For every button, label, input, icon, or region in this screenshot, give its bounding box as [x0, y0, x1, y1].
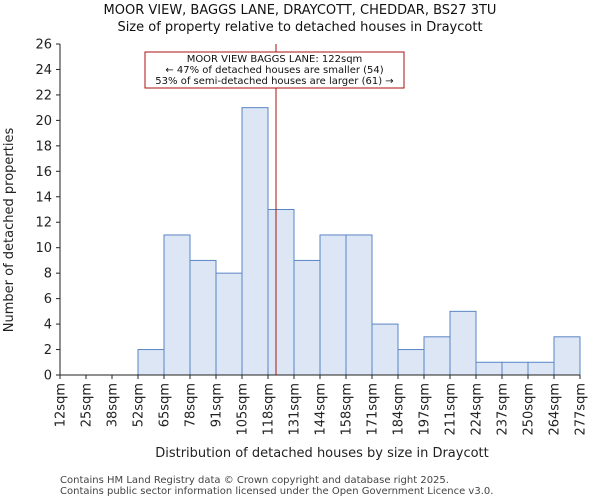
annotation-title: MOOR VIEW BAGGS LANE: 122sqm [187, 54, 363, 65]
x-tick-label: 211sqm [444, 383, 459, 436]
y-tick-label: 24 [35, 63, 52, 78]
bar-158sqm [345, 234, 373, 376]
bar-184sqm [397, 349, 425, 376]
bar-52sqm [137, 349, 165, 376]
y-tick-label: 22 [35, 88, 52, 103]
bars [137, 107, 581, 376]
y-tick-label: 2 [44, 343, 52, 358]
x-tick-label: 158sqm [340, 383, 355, 436]
x-tick-label: 78sqm [184, 383, 199, 427]
y-tick-label: 16 [35, 165, 52, 180]
y-tick-label: 0 [44, 369, 52, 384]
x-tick-label: 52sqm [132, 383, 147, 427]
x-tick-label: 25sqm [80, 383, 95, 427]
bar-250sqm [527, 361, 555, 376]
bar-211sqm [449, 310, 477, 376]
bar-197sqm [423, 336, 451, 376]
x-tick-label: 105sqm [236, 383, 251, 436]
bar-171sqm [371, 323, 399, 376]
x-tick-label: 250sqm [522, 383, 537, 436]
x-tick-label: 197sqm [418, 383, 433, 436]
y-tick-label: 10 [35, 241, 52, 256]
y-tick-label: 20 [35, 114, 52, 129]
x-tick-label: 277sqm [574, 383, 589, 436]
x-tick-label: 131sqm [288, 383, 303, 436]
annotation-box [144, 51, 405, 89]
footer-line-1: Contains HM Land Registry data © Crown c… [60, 475, 449, 486]
x-tick-label: 224sqm [470, 383, 485, 436]
x-axis-ticks: 12sqm 25sqm 38sqm 52sqm 65sqm 78sqm 91sqm 105sq… [54, 375, 589, 436]
bar-78sqm [189, 259, 217, 376]
bar-65sqm [163, 234, 191, 376]
x-tick-label: 12sqm [54, 383, 69, 427]
y-tick-label: 12 [35, 216, 52, 231]
y-tick-label: 4 [44, 318, 52, 333]
bar-237sqm [501, 361, 529, 376]
bar-224sqm [475, 361, 503, 376]
x-tick-label: 237sqm [496, 383, 511, 436]
y-tick-label: 8 [44, 267, 52, 282]
bar-118sqm [267, 209, 295, 376]
x-tick-label: 91sqm [210, 383, 225, 427]
x-tick-label: 184sqm [392, 383, 407, 436]
y-tick-label: 6 [44, 292, 52, 307]
annotation-smaller: ← 47% of detached houses are smaller (54… [165, 65, 383, 76]
y-axis-label: Number of detached properties [2, 128, 17, 333]
y-tick-label: 26 [35, 38, 52, 53]
x-tick-label: 65sqm [158, 383, 173, 427]
bar-91sqm [215, 272, 243, 376]
x-tick-label: 38sqm [106, 383, 121, 427]
x-tick-label: 118sqm [262, 383, 277, 436]
x-tick-label: 264sqm [548, 383, 563, 436]
footer-line-2: Contains public sector information licen… [60, 486, 493, 497]
x-tick-label: 144sqm [314, 383, 329, 436]
x-axis-label: Distribution of detached houses by size … [155, 446, 489, 461]
bar-264sqm [553, 336, 581, 376]
y-tick-label: 14 [35, 190, 52, 205]
bar-144sqm [319, 234, 347, 376]
bar-131sqm [293, 259, 321, 376]
annotation-larger: 53% of semi-detached houses are larger (… [155, 76, 393, 87]
chart-title: MOOR VIEW, BAGGS LANE, DRAYCOTT, CHEDDAR… [104, 3, 497, 18]
chart-subtitle: Size of property relative to detached ho… [117, 20, 482, 35]
y-tick-label: 18 [35, 139, 52, 154]
bar-105sqm [241, 107, 269, 376]
x-tick-label: 171sqm [366, 383, 381, 436]
